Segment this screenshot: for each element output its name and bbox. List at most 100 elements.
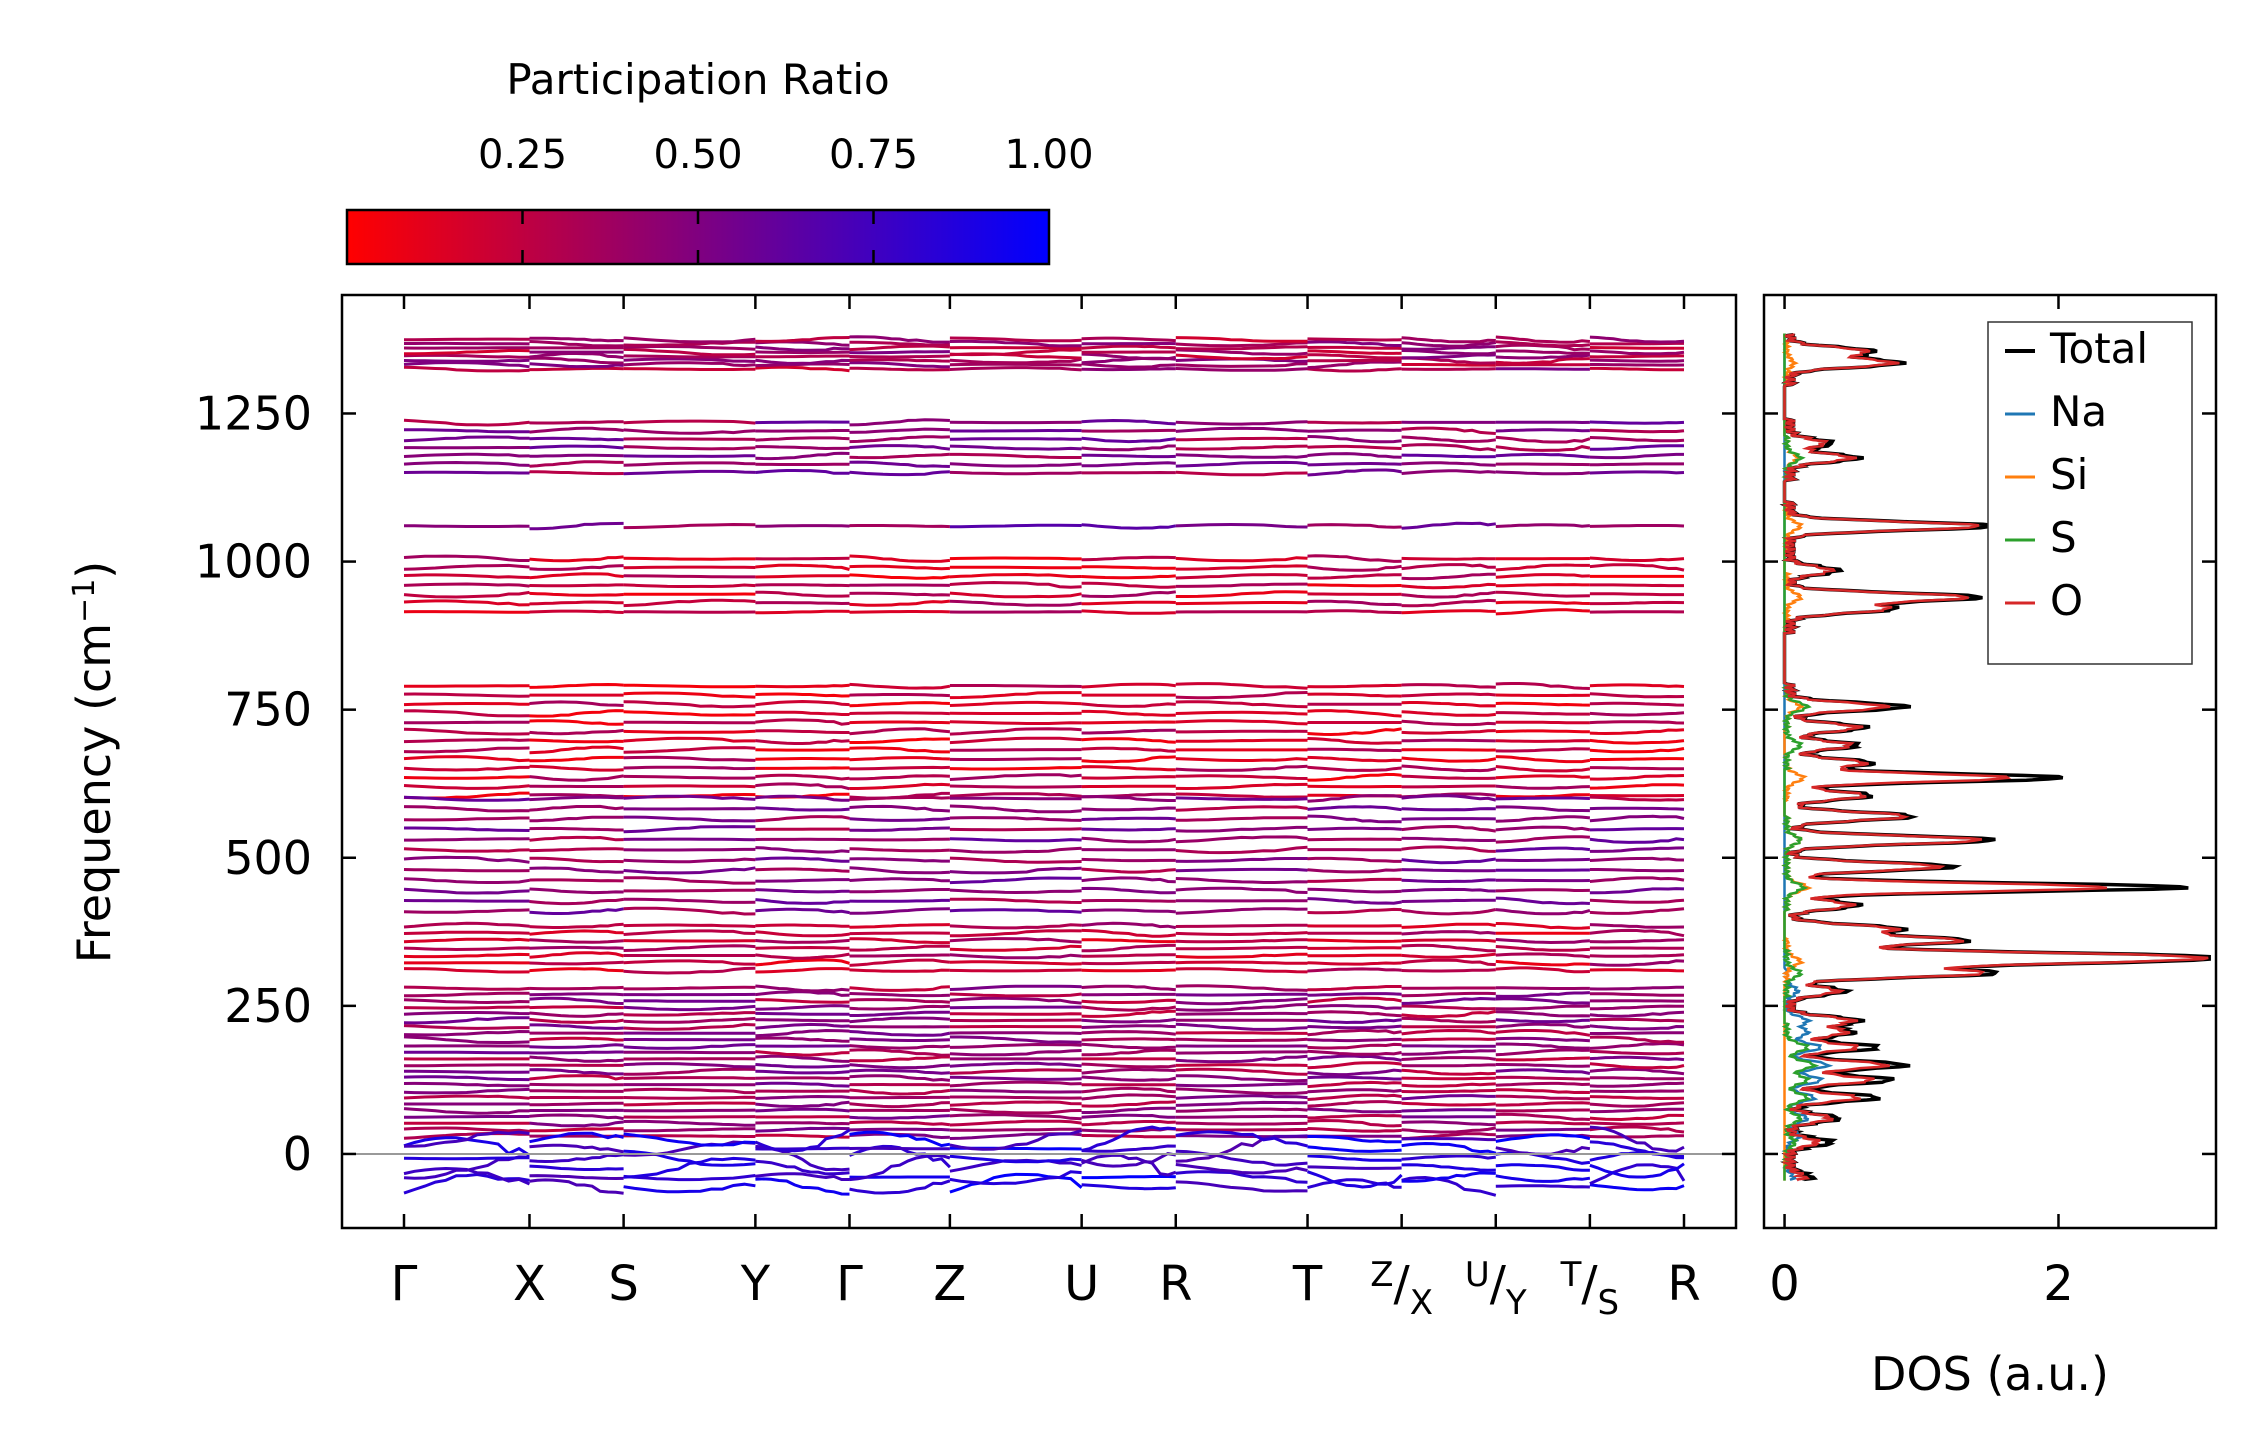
phonon-band-segment: [1175, 444, 1308, 451]
phonon-band-segment: [849, 826, 950, 832]
phonon-band-segment: [1175, 984, 1308, 992]
phonon-band-segment: [1589, 1042, 1685, 1050]
phonon-band-segment: [949, 599, 1082, 607]
phonon-band-segment: [1589, 335, 1685, 344]
phonon-band-segment: [623, 1156, 756, 1179]
phonon-band-segment: [755, 1063, 850, 1069]
phonon-band-segment: [1401, 453, 1496, 459]
phonon-band-segment: [529, 1068, 624, 1076]
phonon-band-segment: [1307, 349, 1402, 355]
phonon-band-segment: [1495, 470, 1591, 476]
phonon-band-segment: [529, 356, 624, 365]
phonon-band-segment: [529, 996, 624, 1005]
phonon-band-segment: [623, 1182, 756, 1194]
phonon-band-segment: [1589, 795, 1685, 802]
phonon-band-segment: [849, 418, 950, 427]
phonon-band-segment: [1589, 592, 1684, 597]
phonon-band-segment: [529, 1005, 624, 1010]
dos-y-axis: [1764, 412, 2216, 1156]
phonon-band-segment: [1589, 856, 1685, 862]
phonon-band-segment: [1175, 1087, 1308, 1095]
phonon-band-segment: [623, 1095, 756, 1100]
phonon-band-segment: [949, 1170, 1082, 1186]
y-tick-label: 750: [224, 683, 312, 737]
phonon-band-segment: [1175, 1011, 1308, 1016]
phonon-band-segment: [1589, 1183, 1685, 1192]
phonon-band-segment: [1081, 1030, 1176, 1036]
phonon-band-segment: [1081, 565, 1176, 570]
phonon-band-segment: [755, 1100, 850, 1109]
legend-label-s: S: [2050, 513, 2077, 562]
phonon-band-segment: [949, 580, 1082, 589]
phonon-band-segment: [623, 1174, 756, 1182]
phonon-band-segment: [1495, 340, 1591, 348]
phonon-band-segment: [1401, 461, 1496, 467]
phonon-band-segment: [849, 444, 951, 451]
phonon-band-segment: [1081, 921, 1177, 930]
phonon-band-segment: [403, 1094, 530, 1100]
phonon-band-segment: [949, 591, 1082, 599]
phonon-band-segment: [1589, 968, 1685, 973]
phonon-band-segment: [1175, 1063, 1308, 1067]
phonon-band-segment: [1589, 420, 1685, 425]
phonon-band-segment: [1307, 1024, 1402, 1030]
phonon-band-segment: [1401, 922, 1497, 929]
phonon-band-segment: [1401, 887, 1496, 893]
phonon-band-segment: [1401, 1004, 1496, 1011]
phonon-band-segment: [1307, 868, 1402, 874]
phonon-band-segment: [1175, 729, 1308, 734]
phonon-band-segment: [1589, 827, 1685, 832]
phonon-band-segment: [529, 609, 624, 614]
phonon-band-segment: [949, 572, 1082, 579]
phonon-band-segment: [849, 564, 950, 571]
phonon-band-segment: [1307, 1018, 1402, 1025]
phonon-band-segment: [1401, 868, 1496, 873]
phonon-band-segment: [1307, 340, 1402, 347]
phonon-band-segment: [755, 683, 850, 689]
phonon-band-segment: [849, 1016, 950, 1024]
phonon-band-segment: [1401, 968, 1496, 973]
phonon-band-segment: [623, 598, 756, 608]
phonon-band-segment: [623, 1004, 756, 1012]
phonon-band-segment: [403, 775, 530, 780]
phonon-band-segment: [403, 1035, 530, 1044]
phonon-band-segment: [1081, 1106, 1176, 1114]
band-plot-frame: [340, 293, 1738, 1230]
phonon-band-segment: [1081, 1017, 1176, 1024]
phonon-band-segment: [755, 1028, 850, 1038]
phonon-band-segment: [1401, 1049, 1496, 1056]
phonon-band-segment: [529, 1120, 624, 1128]
phonon-band-segment: [1589, 711, 1685, 717]
phonon-band-segment: [623, 367, 756, 371]
phonon-band-segment: [529, 951, 624, 959]
phonon-band-segment: [1307, 773, 1402, 782]
phonon-band-segment: [1495, 462, 1590, 467]
phonon-band-segment: [1589, 868, 1685, 873]
phonon-band-segment: [403, 877, 530, 884]
phonon-band-segment: [1175, 1037, 1308, 1042]
phonon-band-segment: [849, 366, 950, 372]
phonon-band-segment: [403, 610, 530, 614]
phonon-band-segment: [949, 1049, 1082, 1057]
phonon-band-segment: [1175, 420, 1308, 426]
phonon-band-segment: [1081, 444, 1176, 452]
band-y-axis: 0 250 500 750 1000 1250: [195, 386, 1736, 1181]
phonon-band-segment: [1495, 765, 1591, 773]
phonon-band-segment: [849, 427, 950, 434]
phonon-band-segment: [1175, 719, 1308, 726]
phonon-band-segment: [1175, 923, 1308, 928]
phonon-band-segment: [1495, 357, 1590, 365]
phonon-band-segment: [403, 590, 530, 599]
phonon-band-segment: [529, 1127, 624, 1133]
phonon-band-segment: [949, 1031, 1082, 1035]
phonon-band-segment: [1081, 827, 1176, 832]
phonon-band-segment: [1495, 1068, 1591, 1075]
phonon-band-segment: [529, 1089, 624, 1093]
phonon-band-segment: [1589, 363, 1685, 367]
phonon-band-segment: [529, 1178, 624, 1195]
phonon-band-segment: [1589, 1101, 1685, 1108]
phonon-band-segment: [1081, 590, 1177, 599]
phonon-band-segment: [949, 339, 1082, 348]
phonon-band-segment: [403, 946, 530, 952]
phonon-band-segment: [1175, 691, 1308, 700]
